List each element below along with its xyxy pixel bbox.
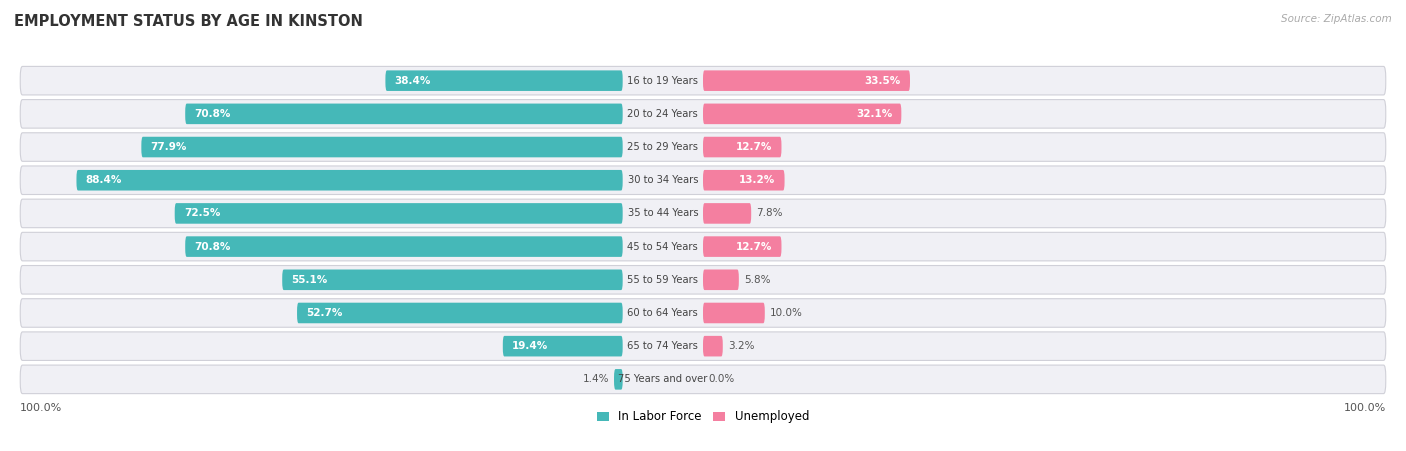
FancyBboxPatch shape — [20, 365, 1386, 394]
Text: 12.7%: 12.7% — [735, 242, 772, 252]
Text: 52.7%: 52.7% — [307, 308, 343, 318]
Text: 100.0%: 100.0% — [1344, 403, 1386, 413]
FancyBboxPatch shape — [142, 137, 623, 157]
FancyBboxPatch shape — [186, 236, 623, 257]
FancyBboxPatch shape — [20, 199, 1386, 228]
FancyBboxPatch shape — [20, 332, 1386, 360]
Text: 30 to 34 Years: 30 to 34 Years — [627, 175, 699, 185]
Text: 16 to 19 Years: 16 to 19 Years — [627, 76, 699, 86]
Text: 60 to 64 Years: 60 to 64 Years — [627, 308, 699, 318]
Text: 70.8%: 70.8% — [194, 242, 231, 252]
FancyBboxPatch shape — [297, 303, 623, 323]
Text: 3.2%: 3.2% — [728, 341, 754, 351]
FancyBboxPatch shape — [20, 299, 1386, 327]
Text: 70.8%: 70.8% — [194, 109, 231, 119]
Text: 10.0%: 10.0% — [769, 308, 803, 318]
FancyBboxPatch shape — [20, 266, 1386, 294]
FancyBboxPatch shape — [20, 133, 1386, 161]
FancyBboxPatch shape — [283, 270, 623, 290]
FancyBboxPatch shape — [703, 270, 738, 290]
Text: 45 to 54 Years: 45 to 54 Years — [627, 242, 699, 252]
FancyBboxPatch shape — [186, 104, 623, 124]
FancyBboxPatch shape — [20, 66, 1386, 95]
Text: Source: ZipAtlas.com: Source: ZipAtlas.com — [1281, 14, 1392, 23]
FancyBboxPatch shape — [20, 166, 1386, 194]
FancyBboxPatch shape — [20, 232, 1386, 261]
Text: 5.8%: 5.8% — [744, 275, 770, 285]
Legend: In Labor Force, Unemployed: In Labor Force, Unemployed — [592, 406, 814, 428]
FancyBboxPatch shape — [174, 203, 623, 224]
Text: EMPLOYMENT STATUS BY AGE IN KINSTON: EMPLOYMENT STATUS BY AGE IN KINSTON — [14, 14, 363, 28]
FancyBboxPatch shape — [703, 70, 910, 91]
Text: 19.4%: 19.4% — [512, 341, 548, 351]
Text: 35 to 44 Years: 35 to 44 Years — [627, 208, 699, 218]
Text: 13.2%: 13.2% — [740, 175, 775, 185]
Text: 0.0%: 0.0% — [709, 374, 734, 384]
Text: 1.4%: 1.4% — [582, 374, 609, 384]
FancyBboxPatch shape — [703, 104, 901, 124]
FancyBboxPatch shape — [703, 137, 782, 157]
FancyBboxPatch shape — [703, 236, 782, 257]
FancyBboxPatch shape — [614, 369, 623, 390]
Text: 20 to 24 Years: 20 to 24 Years — [627, 109, 699, 119]
FancyBboxPatch shape — [20, 100, 1386, 128]
FancyBboxPatch shape — [503, 336, 623, 356]
Text: 75 Years and over: 75 Years and over — [619, 374, 707, 384]
Text: 38.4%: 38.4% — [395, 76, 432, 86]
Text: 32.1%: 32.1% — [856, 109, 891, 119]
FancyBboxPatch shape — [703, 336, 723, 356]
FancyBboxPatch shape — [385, 70, 623, 91]
Text: 12.7%: 12.7% — [735, 142, 772, 152]
Text: 7.8%: 7.8% — [756, 208, 783, 218]
FancyBboxPatch shape — [703, 170, 785, 190]
Text: 55.1%: 55.1% — [291, 275, 328, 285]
Text: 65 to 74 Years: 65 to 74 Years — [627, 341, 699, 351]
FancyBboxPatch shape — [703, 203, 751, 224]
Text: 33.5%: 33.5% — [865, 76, 901, 86]
FancyBboxPatch shape — [76, 170, 623, 190]
Text: 55 to 59 Years: 55 to 59 Years — [627, 275, 699, 285]
Text: 88.4%: 88.4% — [86, 175, 122, 185]
Text: 100.0%: 100.0% — [20, 403, 62, 413]
FancyBboxPatch shape — [703, 303, 765, 323]
Text: 25 to 29 Years: 25 to 29 Years — [627, 142, 699, 152]
Text: 77.9%: 77.9% — [150, 142, 187, 152]
Text: 72.5%: 72.5% — [184, 208, 221, 218]
